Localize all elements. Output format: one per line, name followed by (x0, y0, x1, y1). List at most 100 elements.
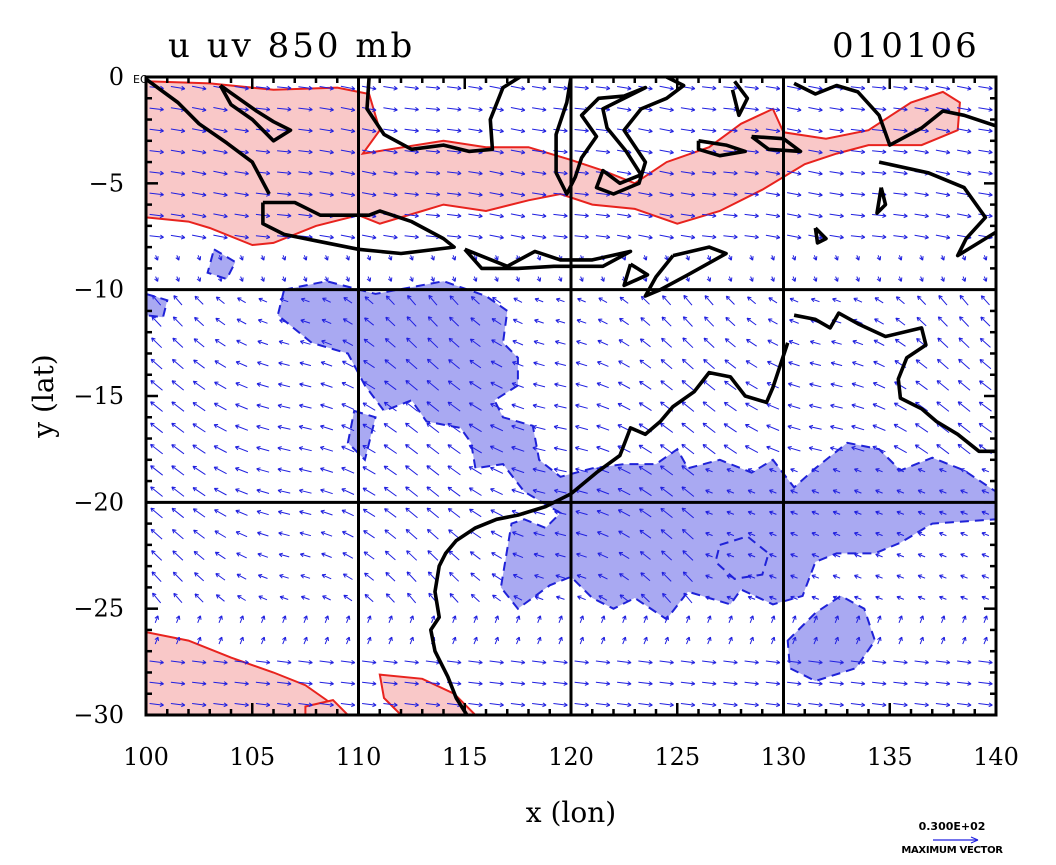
wind-vector-1156 (914, 681, 929, 686)
wind-vector-1146 (702, 681, 717, 686)
wind-vector-890 (363, 551, 375, 560)
wind-vector-773 (426, 486, 440, 497)
wind-vector-1116 (914, 659, 929, 665)
wind-vector-154 (872, 149, 887, 155)
wind-vector-1067 (728, 636, 733, 645)
wind-vector-11 (383, 85, 398, 91)
wind-vector-634 (872, 403, 886, 410)
wind-vector-406 (279, 297, 289, 303)
wind-vector-734 (447, 465, 461, 476)
wind-vector-345 (685, 255, 690, 261)
wind-vector-907 (726, 553, 735, 558)
wind-vector-35 (893, 85, 908, 91)
wind-vector-144 (659, 149, 674, 155)
wind-vector-209 (340, 192, 356, 197)
wind-vector-1129 (340, 681, 356, 686)
wind-vector-760 (150, 486, 163, 497)
wind-vector-506 (703, 337, 715, 348)
wind-vector-740 (575, 467, 589, 473)
wind-vector-1114 (872, 659, 887, 665)
coastline-7 (696, 139, 748, 158)
wind-vector-405 (258, 297, 268, 303)
wind-vector-617 (511, 403, 525, 410)
wind-vector-618 (532, 403, 546, 409)
wind-vector-1077 (940, 636, 946, 645)
wind-vector-1169 (340, 702, 356, 708)
wind-vector-425 (683, 294, 693, 306)
wind-vector-688 (319, 445, 334, 452)
wind-vector-525 (257, 361, 269, 367)
wind-vector-418 (534, 297, 544, 303)
wind-vector-226 (702, 192, 717, 197)
x-tick-label-130: 130 (761, 743, 807, 771)
wind-vector-1122 (192, 681, 207, 686)
wind-vector-730 (362, 466, 376, 475)
wind-vector-878 (960, 531, 968, 537)
wind-vector-113 (850, 128, 866, 133)
wind-vector-313 (850, 234, 866, 240)
wind-vector-467 (725, 316, 736, 327)
wind-vector-885 (257, 552, 269, 558)
wind-vector-866 (705, 531, 713, 537)
wind-vector-563 (214, 381, 227, 390)
wind-vector-583 (639, 380, 652, 390)
wind-vector-820 (575, 509, 588, 516)
wind-vector-535 (469, 359, 482, 369)
wind-vector-657 (511, 424, 525, 431)
wind-vector-874 (875, 531, 883, 537)
wind-vector-848 (320, 531, 333, 537)
wind-vector-853 (426, 528, 439, 540)
wind-vector-190 (787, 170, 802, 176)
wind-vector-733 (426, 465, 440, 476)
wind-vector-133 (425, 149, 441, 155)
wind-vector-1119 (978, 659, 993, 665)
wind-vector-1003 (218, 615, 223, 623)
wind-vector-604 (235, 403, 248, 410)
wind-vector-739 (553, 467, 567, 473)
wind-vector-826 (705, 510, 713, 516)
wind-vector-400 (152, 294, 162, 306)
wind-vector-824 (660, 507, 673, 518)
wind-vector-503 (639, 338, 651, 348)
wind-vector-566 (277, 382, 291, 388)
wind-vector-230 (787, 192, 802, 197)
wind-vector-325 (260, 255, 265, 261)
wind-vector-49 (340, 107, 356, 112)
wind-vector-427 (725, 295, 735, 305)
wind-vector-358 (961, 255, 967, 261)
wind-vector-1184 (659, 702, 674, 708)
y-tick-label-5: −5 (89, 169, 124, 197)
wind-vector-1059 (558, 636, 563, 645)
wind-vector-333 (430, 255, 435, 261)
wind-vector-1042 (197, 636, 202, 645)
wind-vector-1090 (362, 659, 377, 665)
wind-vector-119 (978, 128, 993, 134)
wind-vector-331 (387, 255, 393, 261)
wind-vector-622 (617, 402, 631, 411)
wind-vector-584 (660, 380, 673, 391)
wind-vector-909 (769, 553, 777, 558)
wind-vector-884 (236, 552, 247, 559)
wind-vector-1180 (574, 702, 589, 708)
wind-vector-576 (490, 381, 503, 389)
wind-vector-1176 (489, 702, 504, 708)
wind-vector-21 (595, 85, 611, 91)
wind-vector-633 (851, 403, 865, 409)
wind-vector-220 (574, 191, 589, 197)
wind-vector-411 (385, 295, 395, 306)
wind-vector-684 (234, 445, 249, 453)
x-tick-label-110: 110 (336, 743, 382, 771)
wind-vector-794 (875, 489, 883, 494)
wind-vector-1147 (723, 681, 738, 686)
wind-vector-748 (747, 468, 756, 473)
wind-vector-737 (511, 467, 525, 474)
wind-vector-328 (324, 255, 329, 261)
wind-vector-865 (681, 528, 694, 540)
coastline-9 (643, 245, 728, 298)
wind-vector-347 (727, 255, 733, 261)
wind-vector-635 (893, 402, 907, 411)
wind-vector-246 (277, 213, 292, 218)
wind-vector-799 (981, 489, 990, 494)
wind-vector-743 (638, 466, 652, 475)
wind-vector-858 (533, 531, 545, 537)
